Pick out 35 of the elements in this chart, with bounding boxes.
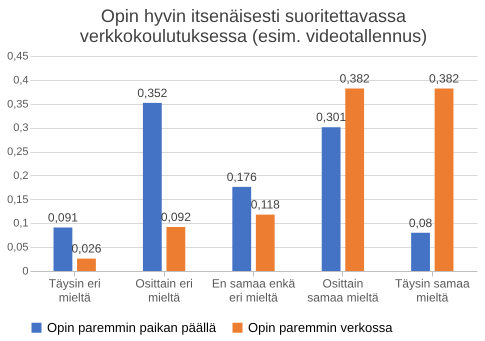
- y-tick-label: 0,15: [7, 194, 28, 206]
- y-tick-label: 0,25: [7, 146, 28, 158]
- bar: [345, 88, 364, 271]
- x-tick-label: Osittain samaa mieltä: [307, 276, 379, 304]
- bar: [411, 232, 430, 271]
- bar: [142, 102, 162, 271]
- data-label: 0,352: [137, 86, 168, 100]
- data-label: 0,118: [250, 198, 280, 212]
- chart-title: Opin hyvin itsenäisesti suoritettavassa verkkokoulutuksessa (esim. videotallennus): [80, 6, 428, 46]
- y-tick-label: 0,3: [13, 122, 28, 134]
- bar: [434, 88, 454, 271]
- data-label: 0,08: [408, 216, 433, 230]
- data-label: 0,382: [429, 71, 460, 86]
- x-tick-label: Täysin eri mieltä: [48, 276, 101, 304]
- x-tick-label: Täysin samaa mieltä: [394, 276, 470, 304]
- data-label: 0,382: [340, 71, 370, 86]
- legend-label: Opin paremmin verkossa: [248, 320, 394, 335]
- x-tick-label: Osittain eri mieltä: [135, 276, 193, 304]
- data-label: 0,091: [48, 210, 78, 225]
- bar: [232, 186, 252, 271]
- bar: [166, 227, 186, 271]
- y-tick-label: 0,05: [7, 242, 28, 254]
- y-tick-label: 0,2: [13, 170, 28, 182]
- data-label: 0,176: [226, 170, 258, 184]
- bar: [77, 258, 96, 271]
- y-tick-label: 0,4: [13, 74, 28, 86]
- y-tick-label: 0: [22, 266, 28, 278]
- bar: [256, 214, 275, 271]
- y-tick-label: 0,35: [7, 98, 28, 110]
- bar: [54, 228, 72, 271]
- bar: [322, 127, 341, 271]
- y-tick-label: 0,1: [13, 218, 28, 230]
- x-tick-label: En samaa enkä eri mieltä: [212, 276, 296, 304]
- y-tick-label: 0,45: [7, 50, 28, 62]
- legend-label: Opin paremmin paikan päällä: [47, 320, 217, 335]
